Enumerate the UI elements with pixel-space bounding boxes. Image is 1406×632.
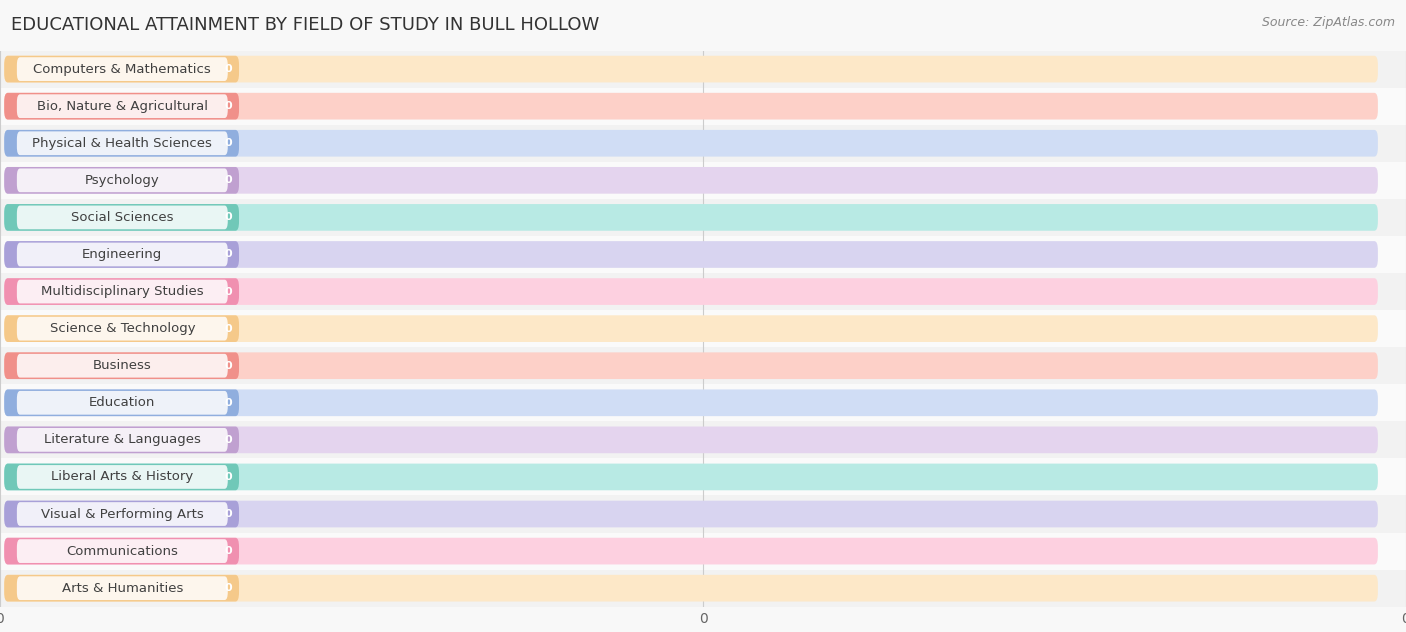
Text: 0: 0	[225, 101, 232, 111]
Bar	[0, 422, 1406, 458]
FancyBboxPatch shape	[17, 428, 228, 452]
Text: Multidisciplinary Studies: Multidisciplinary Studies	[41, 285, 204, 298]
Text: Psychology: Psychology	[84, 174, 160, 187]
FancyBboxPatch shape	[17, 58, 228, 81]
Text: Social Sciences: Social Sciences	[72, 211, 173, 224]
FancyBboxPatch shape	[4, 315, 239, 342]
Text: 0: 0	[225, 138, 232, 149]
FancyBboxPatch shape	[17, 243, 228, 266]
FancyBboxPatch shape	[4, 241, 239, 268]
Bar	[0, 162, 1406, 199]
Text: EDUCATIONAL ATTAINMENT BY FIELD OF STUDY IN BULL HOLLOW: EDUCATIONAL ATTAINMENT BY FIELD OF STUDY…	[11, 16, 599, 33]
FancyBboxPatch shape	[4, 315, 1378, 342]
Text: 0: 0	[225, 286, 232, 296]
Text: 0: 0	[225, 398, 232, 408]
FancyBboxPatch shape	[4, 538, 239, 564]
Text: Business: Business	[93, 359, 152, 372]
Text: Physical & Health Sciences: Physical & Health Sciences	[32, 137, 212, 150]
FancyBboxPatch shape	[4, 130, 239, 157]
Text: Arts & Humanities: Arts & Humanities	[62, 581, 183, 595]
FancyBboxPatch shape	[17, 131, 228, 155]
FancyBboxPatch shape	[4, 167, 239, 193]
FancyBboxPatch shape	[4, 575, 239, 602]
Text: 0: 0	[225, 509, 232, 519]
Bar	[0, 569, 1406, 607]
Bar	[0, 310, 1406, 347]
FancyBboxPatch shape	[4, 93, 239, 119]
FancyBboxPatch shape	[17, 94, 228, 118]
Text: 0: 0	[225, 583, 232, 593]
FancyBboxPatch shape	[17, 317, 228, 341]
FancyBboxPatch shape	[4, 501, 1378, 527]
FancyBboxPatch shape	[4, 389, 239, 416]
Text: 0: 0	[225, 175, 232, 185]
Text: 0: 0	[225, 472, 232, 482]
Bar	[0, 236, 1406, 273]
Bar	[0, 347, 1406, 384]
FancyBboxPatch shape	[17, 391, 228, 415]
FancyBboxPatch shape	[17, 169, 228, 192]
Text: 0: 0	[225, 546, 232, 556]
FancyBboxPatch shape	[4, 389, 1378, 416]
FancyBboxPatch shape	[4, 56, 1378, 82]
Bar	[0, 51, 1406, 88]
Bar	[0, 384, 1406, 422]
FancyBboxPatch shape	[4, 241, 1378, 268]
Text: 0: 0	[225, 212, 232, 222]
FancyBboxPatch shape	[4, 278, 1378, 305]
FancyBboxPatch shape	[4, 204, 1378, 231]
FancyBboxPatch shape	[17, 465, 228, 489]
Bar	[0, 458, 1406, 495]
FancyBboxPatch shape	[17, 576, 228, 600]
Bar	[0, 495, 1406, 533]
FancyBboxPatch shape	[4, 167, 1378, 193]
FancyBboxPatch shape	[4, 56, 239, 82]
FancyBboxPatch shape	[17, 354, 228, 377]
Text: Engineering: Engineering	[82, 248, 163, 261]
Text: Computers & Mathematics: Computers & Mathematics	[34, 63, 211, 76]
Text: Science & Technology: Science & Technology	[49, 322, 195, 335]
FancyBboxPatch shape	[4, 130, 1378, 157]
FancyBboxPatch shape	[4, 575, 1378, 602]
Text: Communications: Communications	[66, 545, 179, 557]
Text: Visual & Performing Arts: Visual & Performing Arts	[41, 507, 204, 521]
Text: Literature & Languages: Literature & Languages	[44, 434, 201, 446]
Text: Bio, Nature & Agricultural: Bio, Nature & Agricultural	[37, 100, 208, 112]
Text: Liberal Arts & History: Liberal Arts & History	[51, 470, 194, 483]
FancyBboxPatch shape	[17, 280, 228, 303]
FancyBboxPatch shape	[4, 464, 239, 490]
Bar	[0, 88, 1406, 125]
FancyBboxPatch shape	[4, 427, 239, 453]
Text: 0: 0	[225, 361, 232, 371]
Bar	[0, 533, 1406, 569]
FancyBboxPatch shape	[4, 353, 239, 379]
FancyBboxPatch shape	[4, 93, 1378, 119]
FancyBboxPatch shape	[4, 538, 1378, 564]
FancyBboxPatch shape	[4, 204, 239, 231]
FancyBboxPatch shape	[17, 502, 228, 526]
FancyBboxPatch shape	[4, 427, 1378, 453]
FancyBboxPatch shape	[4, 464, 1378, 490]
Bar	[0, 125, 1406, 162]
Text: 0: 0	[225, 324, 232, 334]
Text: 0: 0	[225, 435, 232, 445]
FancyBboxPatch shape	[4, 353, 1378, 379]
Text: Education: Education	[89, 396, 156, 410]
Bar	[0, 199, 1406, 236]
FancyBboxPatch shape	[4, 501, 239, 527]
FancyBboxPatch shape	[17, 205, 228, 229]
Text: 0: 0	[225, 250, 232, 260]
Bar	[0, 273, 1406, 310]
FancyBboxPatch shape	[17, 539, 228, 563]
FancyBboxPatch shape	[4, 278, 239, 305]
Text: Source: ZipAtlas.com: Source: ZipAtlas.com	[1261, 16, 1395, 29]
Text: 0: 0	[225, 64, 232, 74]
